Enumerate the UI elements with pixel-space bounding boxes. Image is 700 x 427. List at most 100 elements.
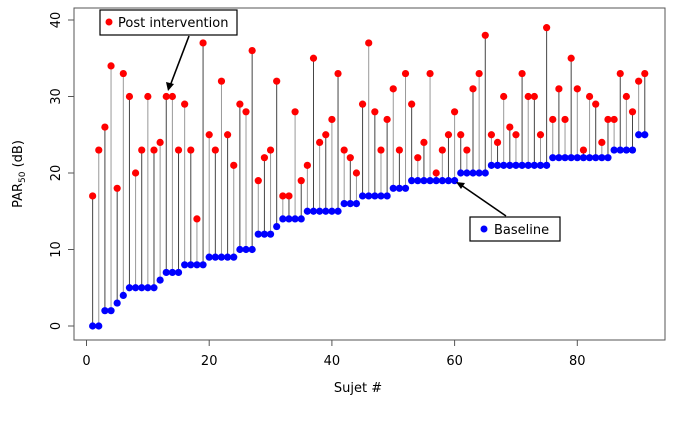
post-point (230, 161, 238, 169)
post-point (266, 146, 275, 154)
baseline-point (297, 215, 305, 223)
baseline-point (401, 184, 410, 192)
post-point (224, 131, 232, 139)
post-point (469, 85, 477, 93)
baseline-point (144, 284, 152, 292)
x-tick-label: 60 (446, 354, 463, 369)
post-point (420, 138, 428, 146)
legend-baseline: Baseline (469, 216, 561, 242)
post-point (309, 54, 318, 62)
post-point (174, 146, 183, 154)
post-point (389, 85, 397, 93)
plot-frame (73, 7, 666, 341)
baseline-point (536, 161, 545, 169)
post-point (371, 108, 379, 116)
baseline-point (389, 184, 397, 192)
post-point (162, 92, 170, 101)
post-point (395, 146, 403, 154)
post-point (512, 131, 520, 139)
baseline-point (469, 169, 477, 177)
post-point (414, 154, 422, 162)
baseline-point (395, 184, 403, 192)
baseline-point (273, 222, 281, 231)
post-point (549, 115, 557, 124)
x-tick-label: 0 (82, 354, 90, 369)
post-point (107, 62, 115, 70)
post-point (248, 47, 256, 55)
post-point (481, 31, 489, 39)
post-point (254, 177, 262, 185)
baseline-point (506, 161, 514, 169)
svg-text:Baseline: Baseline (494, 223, 549, 238)
baseline-point (260, 230, 269, 238)
post-point (119, 69, 127, 78)
post-point (187, 146, 195, 154)
baseline-point (279, 215, 287, 223)
baseline-point (444, 177, 453, 185)
baseline-point (426, 177, 434, 185)
y-tick-label: 40 (49, 12, 64, 29)
baseline-point (555, 154, 563, 162)
baseline-point (481, 169, 489, 177)
baseline-point (162, 268, 170, 277)
post-point (279, 192, 287, 200)
baseline-point (285, 215, 293, 223)
post-point (487, 131, 496, 139)
post-point (365, 39, 373, 47)
post-point (131, 169, 140, 177)
baseline-point (131, 284, 140, 292)
post-point (95, 146, 103, 154)
baseline-point (622, 146, 630, 154)
baseline-point (475, 169, 483, 177)
baseline-point (119, 291, 127, 299)
baseline-point (641, 131, 649, 139)
post-point (573, 85, 581, 93)
baseline-point (125, 284, 134, 292)
post-point (567, 54, 575, 62)
baseline-point (383, 192, 391, 200)
post-point (610, 115, 618, 124)
post-point (156, 138, 164, 146)
post-point (457, 131, 465, 139)
baseline-point (592, 154, 600, 162)
post-point (144, 92, 152, 101)
post-point (536, 131, 545, 139)
post-point (561, 115, 569, 124)
baseline-point (567, 154, 575, 162)
baseline-point (199, 261, 207, 269)
post-point (242, 108, 250, 116)
y-tick-label: 20 (49, 165, 64, 182)
post-point (113, 184, 121, 192)
points (89, 24, 649, 330)
post-point (426, 69, 434, 78)
post-point (622, 92, 630, 101)
post-point (493, 138, 502, 146)
baseline-point (543, 161, 551, 169)
post-point (260, 154, 269, 162)
post-point (377, 146, 385, 154)
baseline-point (217, 253, 226, 261)
baseline-point (107, 307, 115, 315)
baseline-point (156, 276, 164, 284)
baseline-point (334, 207, 342, 215)
baseline-point (340, 200, 348, 208)
baseline-point (493, 161, 502, 169)
baseline-point (174, 268, 183, 277)
post-point (352, 169, 361, 177)
baseline-point (181, 261, 189, 269)
post-point (530, 92, 538, 101)
baseline-point (457, 169, 465, 177)
baseline-point (236, 245, 244, 254)
post-point (303, 161, 311, 169)
baseline-point (254, 230, 262, 238)
baseline-point (358, 192, 367, 200)
baseline-point (291, 215, 299, 223)
post-point (89, 192, 97, 200)
post-point (211, 146, 219, 154)
baseline-point (328, 207, 336, 215)
x-tick-label: 20 (201, 354, 218, 369)
post-point (217, 77, 226, 85)
post-point (444, 131, 453, 139)
baseline-point (371, 192, 379, 200)
x-axis-label: Sujet # (334, 381, 382, 396)
